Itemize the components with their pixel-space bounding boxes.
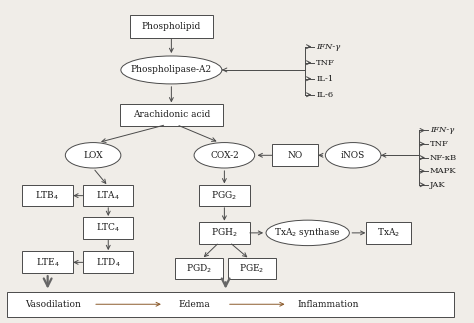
Text: IL-1: IL-1	[316, 75, 334, 83]
Text: PGG$_2$: PGG$_2$	[211, 189, 237, 202]
Ellipse shape	[266, 220, 349, 245]
Text: JAK: JAK	[430, 181, 446, 189]
FancyBboxPatch shape	[83, 185, 134, 206]
Text: IL-6: IL-6	[316, 91, 333, 99]
FancyBboxPatch shape	[22, 185, 73, 206]
Text: IFN-γ: IFN-γ	[430, 127, 454, 134]
Text: PGD$_2$: PGD$_2$	[186, 262, 212, 275]
Text: COX-2: COX-2	[210, 151, 239, 160]
FancyBboxPatch shape	[199, 222, 250, 244]
Text: NF-κB: NF-κB	[430, 154, 457, 162]
FancyBboxPatch shape	[175, 258, 223, 279]
Text: TNF: TNF	[430, 140, 449, 148]
FancyBboxPatch shape	[130, 15, 213, 38]
Text: Edema: Edema	[178, 300, 210, 309]
Ellipse shape	[121, 56, 222, 84]
Text: Phospholipid: Phospholipid	[142, 22, 201, 31]
Text: LOX: LOX	[83, 151, 103, 160]
FancyBboxPatch shape	[199, 185, 250, 206]
Ellipse shape	[325, 142, 381, 168]
Text: LTD$_4$: LTD$_4$	[96, 256, 121, 269]
Text: LTE$_4$: LTE$_4$	[36, 256, 60, 269]
Text: NO: NO	[287, 151, 303, 160]
Text: TNF: TNF	[316, 59, 335, 67]
Text: MAPK: MAPK	[430, 167, 456, 175]
Text: PGE$_2$: PGE$_2$	[239, 262, 265, 275]
FancyBboxPatch shape	[7, 292, 454, 317]
FancyBboxPatch shape	[366, 222, 411, 244]
Ellipse shape	[194, 142, 255, 168]
FancyBboxPatch shape	[22, 252, 73, 273]
Text: Inflammation: Inflammation	[297, 300, 359, 309]
Text: PGH$_2$: PGH$_2$	[211, 227, 237, 239]
Text: TxA$_2$ synthase: TxA$_2$ synthase	[274, 226, 341, 239]
Text: Vasodilation: Vasodilation	[25, 300, 81, 309]
Text: LTC$_4$: LTC$_4$	[96, 222, 120, 234]
FancyBboxPatch shape	[83, 217, 134, 239]
Text: LTA$_4$: LTA$_4$	[96, 189, 120, 202]
Text: IFN-γ: IFN-γ	[316, 43, 340, 51]
Text: iNOS: iNOS	[341, 151, 365, 160]
Text: TxA$_2$: TxA$_2$	[377, 227, 400, 239]
Text: Phospholipase-A2: Phospholipase-A2	[131, 66, 212, 75]
FancyBboxPatch shape	[273, 144, 318, 166]
Text: Arachidonic acid: Arachidonic acid	[133, 110, 210, 120]
FancyBboxPatch shape	[83, 252, 134, 273]
FancyBboxPatch shape	[119, 104, 223, 126]
Ellipse shape	[65, 142, 121, 168]
FancyBboxPatch shape	[228, 258, 276, 279]
Text: LTB$_4$: LTB$_4$	[36, 189, 60, 202]
